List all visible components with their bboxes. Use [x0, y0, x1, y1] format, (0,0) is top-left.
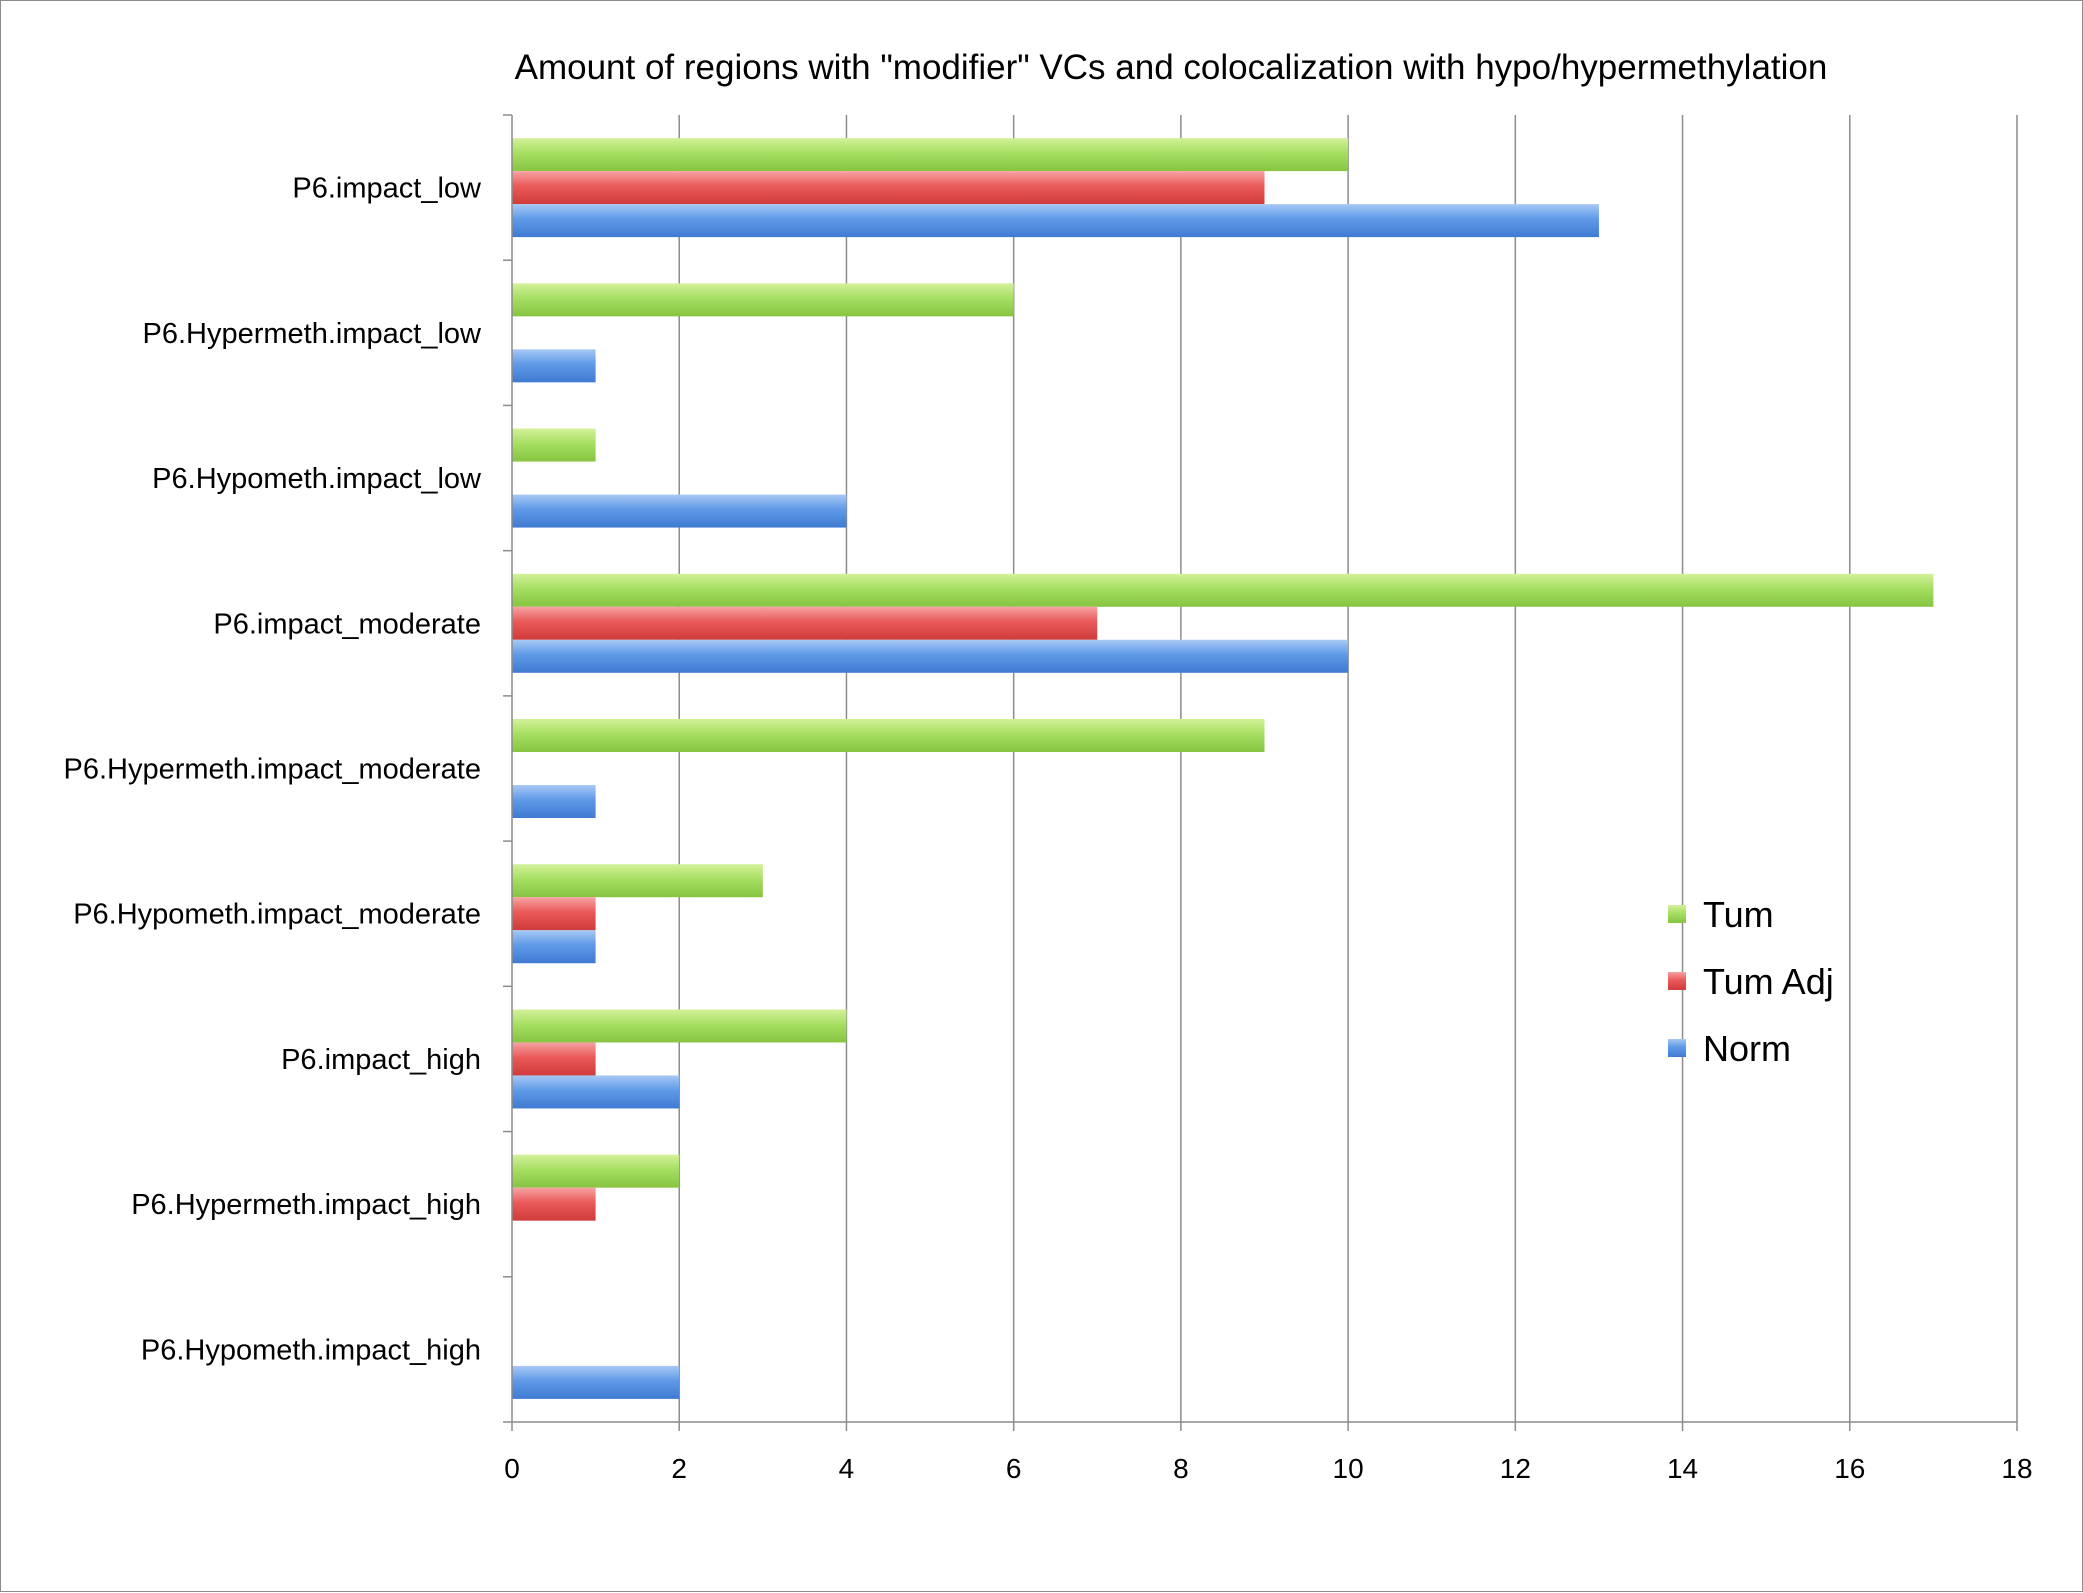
bar-tum-adj: [512, 171, 1265, 205]
axes: 0 2 4 6 8 10 12 14 16 18 P6.impact_low P6.Hypermeth…: [64, 114, 2033, 1484]
bar-norm: [512, 204, 1599, 238]
y-category-label: P6.impact_high: [281, 1044, 481, 1076]
bar-norm: [512, 930, 596, 964]
bar-tum: [512, 138, 1349, 172]
x-tick-label: 10: [1333, 1453, 1364, 1484]
legend-swatch: [1668, 972, 1686, 990]
bar-tum-adj: [512, 897, 596, 931]
bar-tum-adj: [512, 1187, 596, 1221]
bars: [512, 138, 1934, 1399]
legend: Tum Tum Adj Norm: [1668, 894, 1834, 1069]
x-tick-label: 18: [2001, 1453, 2032, 1484]
bar-tum: [512, 1009, 847, 1043]
y-category-label: P6.Hypermeth.impact_low: [143, 318, 483, 350]
bar-tum: [512, 1154, 680, 1188]
y-category-label: P6.impact_moderate: [213, 608, 481, 640]
bar-norm: [512, 639, 1349, 673]
gridlines: [678, 115, 2018, 1422]
y-category-label: P6.Hypermeth.impact_moderate: [64, 754, 481, 786]
bar-norm: [512, 349, 596, 383]
legend-swatch: [1668, 905, 1686, 923]
x-tick-label: 6: [1006, 1453, 1022, 1484]
bar-tum-adj: [512, 606, 1098, 640]
x-tick-label: 14: [1667, 1453, 1698, 1484]
y-category-label: P6.Hypometh.impact_moderate: [73, 899, 481, 931]
x-tick-label: 0: [504, 1453, 520, 1484]
bar-tum: [512, 283, 1014, 317]
y-category-label: P6.Hypermeth.impact_high: [131, 1189, 481, 1221]
legend-label: Norm: [1703, 1028, 1791, 1069]
y-category-label: P6.Hypometh.impact_high: [141, 1334, 481, 1366]
legend-label: Tum Adj: [1703, 961, 1834, 1002]
x-tick-label: 2: [671, 1453, 687, 1484]
y-category-label: P6.Hypometh.impact_low: [152, 463, 482, 495]
bar-norm: [512, 494, 847, 528]
chart-title: Amount of regions with "modifier" VCs an…: [515, 48, 1828, 87]
y-category-label: P6.impact_low: [292, 173, 482, 205]
legend-label: Tum: [1703, 894, 1774, 935]
bar-norm: [512, 785, 596, 818]
bar-tum: [512, 864, 763, 898]
bar-tum: [512, 719, 1265, 752]
x-tick-label: 8: [1173, 1453, 1189, 1484]
bar-tum: [512, 428, 596, 462]
bar-tum: [512, 573, 1934, 607]
bar-norm: [512, 1365, 680, 1399]
legend-swatch: [1668, 1039, 1686, 1057]
x-tick-label: 12: [1500, 1453, 1531, 1484]
bar-norm: [512, 1075, 680, 1109]
bar-tum-adj: [512, 1042, 596, 1076]
x-tick-label: 16: [1834, 1453, 1865, 1484]
x-tick-label: 4: [839, 1453, 855, 1484]
